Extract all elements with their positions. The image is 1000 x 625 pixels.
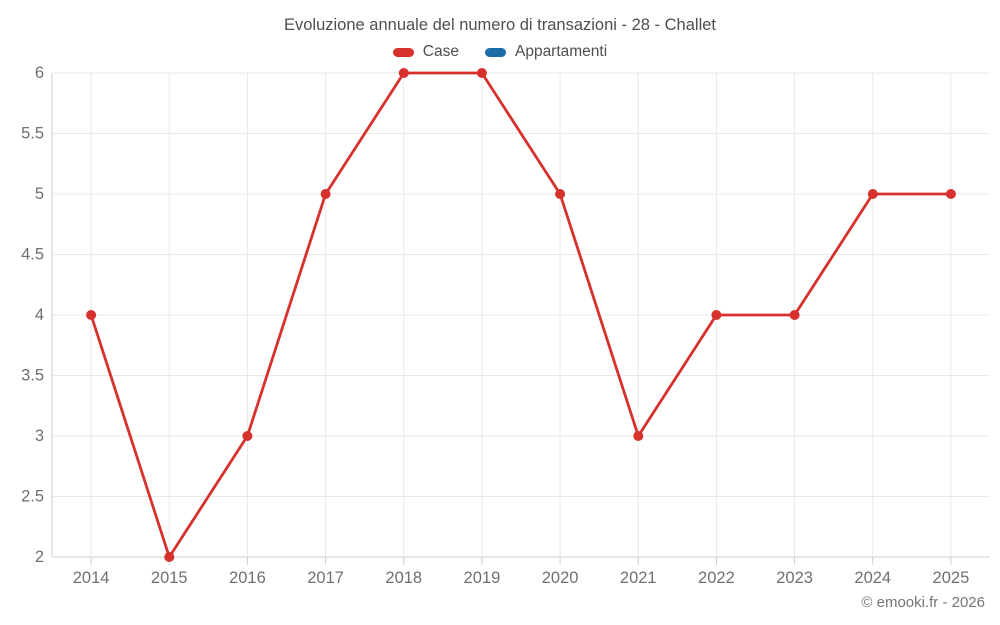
x-axis-tick-label: 2023	[776, 569, 813, 587]
appartamenti-series-swatch-icon	[484, 47, 506, 57]
legend: Case Appartamenti	[0, 43, 1000, 61]
y-axis-tick-label: 6	[35, 64, 44, 82]
y-axis-tick-label: 2	[35, 548, 44, 566]
y-axis-tick-label: 4.5	[21, 246, 44, 264]
data-point-2025	[945, 189, 956, 199]
y-axis-tick-label: 2.5	[21, 488, 44, 506]
y-axis-tick-label: 3.5	[21, 367, 44, 385]
y-axis-tick-label: 3	[35, 427, 44, 445]
y-axis-tick-label: 5	[35, 185, 44, 203]
y-axis-tick-label: 5.5	[21, 125, 44, 143]
legend-item-case[interactable]: Case	[392, 43, 459, 61]
x-axis-tick-label: 2019	[464, 569, 501, 587]
data-point-2015	[164, 552, 175, 562]
x-axis-tick-label: 2024	[854, 569, 891, 587]
x-axis-tick-label: 2016	[229, 569, 266, 587]
chart-title: Evoluzione annuale del numero di transaz…	[283, 16, 716, 34]
x-axis-tick-label: 2025	[933, 569, 970, 587]
data-point-2024	[867, 189, 878, 199]
x-axis-tick-label: 2022	[698, 569, 735, 587]
series-line-case	[89, 71, 953, 559]
case-series-swatch-icon	[392, 47, 414, 57]
data-point-2023	[789, 310, 800, 320]
x-axis-tick-label: 2021	[620, 569, 657, 587]
legend-item-appartamenti[interactable]: Appartamenti	[484, 43, 608, 61]
data-point-2022	[711, 310, 722, 320]
data-point-2014	[86, 310, 97, 320]
data-point-2019	[476, 68, 487, 78]
data-point-2018	[398, 68, 409, 78]
data-point-2021	[633, 431, 644, 441]
x-axis-tick-label: 2017	[307, 569, 344, 587]
x-axis-tick-label: 2015	[151, 569, 188, 587]
footer-credit: © emooki.fr - 2026	[861, 594, 985, 611]
y-axis-tick-label: 4	[35, 306, 44, 324]
legend-label-case: Case	[422, 43, 459, 60]
data-point-2020	[555, 189, 566, 199]
legend-label-appartamenti: Appartamenti	[514, 43, 608, 60]
x-axis-tick-label: 2020	[542, 569, 579, 587]
x-axis-tick-label: 2014	[73, 569, 110, 587]
x-axis-tick-label: 2018	[385, 569, 422, 587]
data-point-2016	[242, 431, 253, 441]
data-point-2017	[320, 189, 331, 199]
